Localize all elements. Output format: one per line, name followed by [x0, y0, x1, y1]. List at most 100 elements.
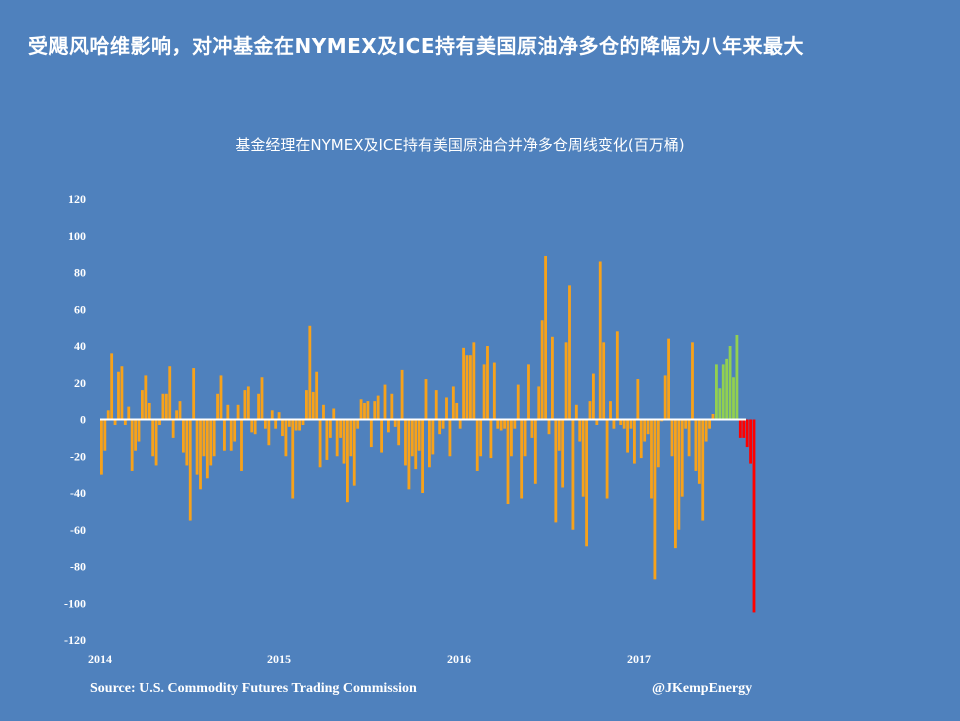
bar: [134, 419, 137, 451]
bar: [708, 419, 711, 429]
bar: [742, 419, 746, 438]
bar: [674, 419, 677, 549]
bar: [424, 379, 428, 420]
bar: [506, 419, 510, 505]
bar: [479, 419, 483, 457]
x-axis-ticks: 2014 2015 2016 2017: [88, 652, 651, 666]
bar: [598, 261, 602, 420]
bar: [113, 419, 117, 426]
bar: [117, 371, 120, 420]
bar: [199, 419, 202, 490]
bar: [530, 419, 534, 438]
bar: [578, 419, 582, 442]
y-tick-label: -120: [64, 633, 86, 647]
bar: [492, 362, 496, 420]
bar: [144, 375, 148, 420]
bar: [489, 419, 493, 459]
bar: [687, 419, 691, 457]
bar: [342, 419, 346, 464]
bar: [564, 342, 568, 420]
bar: [267, 419, 271, 446]
bar: [270, 410, 274, 420]
bar: [520, 419, 524, 499]
bar: [465, 355, 469, 420]
bar: [151, 419, 155, 457]
bar: [728, 346, 732, 420]
bar: [260, 377, 264, 420]
bar: [533, 419, 537, 484]
bar: [732, 377, 735, 420]
bar: [216, 393, 219, 420]
bar: [469, 355, 472, 420]
bar: [434, 390, 438, 420]
bar: [346, 419, 349, 503]
bar: [366, 401, 370, 420]
bar: [629, 419, 633, 429]
bar: [475, 419, 479, 471]
bar: [284, 419, 288, 457]
bar: [540, 320, 544, 420]
bar: [147, 402, 151, 420]
x-tick-label: 2017: [627, 652, 651, 666]
bar: [455, 402, 459, 420]
bar: [158, 419, 161, 426]
bar: [472, 342, 476, 420]
bar: [154, 419, 158, 466]
bar: [745, 419, 749, 448]
bar: [407, 419, 411, 490]
bar: [646, 419, 650, 435]
bar: [605, 419, 609, 499]
bar: [257, 393, 260, 420]
bar: [209, 419, 213, 466]
bar: [711, 413, 715, 420]
y-tick-label: -80: [70, 560, 86, 574]
bar: [622, 419, 626, 429]
bar: [202, 419, 206, 457]
bar: [697, 419, 701, 484]
y-tick-label: 60: [74, 302, 86, 316]
bar: [458, 419, 462, 429]
bar: [301, 419, 305, 426]
bar: [287, 419, 291, 427]
credit-note: @JKempEnergy: [652, 681, 753, 696]
bar: [438, 419, 442, 435]
bar: [510, 419, 513, 457]
bar: [110, 353, 114, 420]
bar: [127, 406, 131, 420]
bar: [499, 419, 503, 431]
bar: [291, 419, 295, 499]
bar: [243, 390, 247, 420]
bar: [615, 331, 619, 420]
bar: [294, 419, 298, 431]
bar: [178, 401, 182, 420]
bar: [161, 393, 165, 420]
bar: [626, 419, 629, 453]
bar: [188, 419, 192, 521]
bar: [503, 419, 506, 429]
bar: [612, 419, 616, 429]
bar: [417, 419, 421, 451]
bar: [182, 419, 185, 453]
bar: [137, 419, 141, 442]
bar: [701, 419, 705, 521]
bar: [421, 419, 424, 493]
bar: [551, 336, 554, 420]
bar: [106, 410, 110, 420]
bar: [574, 404, 578, 420]
bar: [414, 419, 418, 470]
y-axis-ticks: 120 100 80 60 40 20 0 -20 -40 -60 -80 -100 -120: [64, 192, 86, 647]
bar: [663, 375, 667, 420]
bar: [397, 419, 401, 446]
bar: [667, 338, 670, 420]
bar: [192, 368, 196, 420]
bar: [246, 386, 250, 420]
bar: [393, 419, 397, 427]
bar: [656, 419, 660, 468]
bar: [568, 285, 571, 420]
bar: [281, 419, 284, 437]
bar: [305, 390, 308, 420]
bar: [390, 393, 394, 420]
bar: [212, 419, 216, 457]
bar: [571, 419, 575, 530]
bar: [619, 419, 623, 426]
